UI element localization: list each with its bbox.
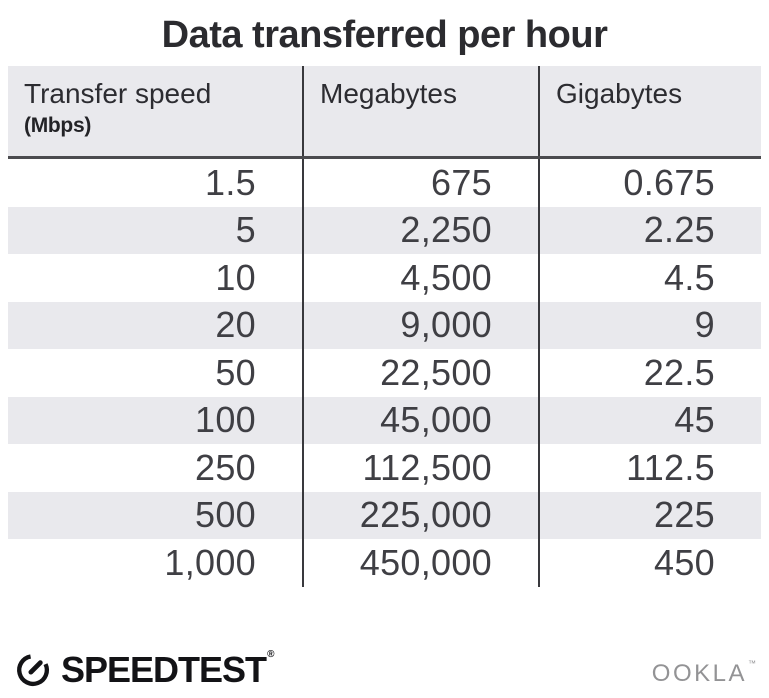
speedtest-gauge-icon [17,654,49,686]
table-row: 10 4,500 4.5 [8,254,761,302]
footer: SPEEDTEST® OOKLA™ [0,646,769,692]
cell-speed: 100 [195,399,256,441]
cell-speed: 20 [215,304,256,346]
ookla-wordmark-text: OOKLA [651,660,747,687]
ookla-logo: OOKLA™ [651,659,756,687]
table-row: 1,000 450,000 450 [8,539,761,587]
data-table: Transfer speed (Mbps) Megabytes Gigabyte… [8,66,761,587]
cell-speed: 1.5 [205,161,256,203]
cell-megabytes: 22,500 [302,349,538,397]
cell-megabytes: 112,500 [302,444,538,492]
page-title: Data transferred per hour [161,14,608,56]
table-row: 100 45,000 45 [8,396,761,444]
cell-speed: 250 [195,446,256,488]
table-row: 1.5 675 0.675 [8,159,761,207]
cell-megabytes: 2,250 [302,206,538,254]
speedtest-wordmark-text: SPEEDTEST [61,649,267,690]
cell-megabytes: 675 [302,159,538,207]
table-header-row: Transfer speed (Mbps) Megabytes Gigabyte… [8,66,761,159]
cell-gigabytes: 2.25 [538,206,761,254]
column-header-transfer-speed-unit: (Mbps) [24,114,92,138]
cell-speed: 5 [235,209,256,251]
column-header-transfer-speed-label: Transfer speed [24,78,212,109]
speedtest-logo: SPEEDTEST® [14,649,275,690]
cell-gigabytes: 0.675 [538,159,761,207]
cell-gigabytes: 4.5 [538,254,761,302]
cell-megabytes: 450,000 [302,539,538,587]
table-row: 20 9,000 9 [8,301,761,349]
speedtest-registered-mark: ® [267,649,274,660]
cell-gigabytes: 22.5 [538,349,761,397]
table-row: 50 22,500 22.5 [8,349,761,397]
cell-megabytes: 4,500 [302,254,538,302]
table-row: 500 225,000 225 [8,491,761,539]
cell-gigabytes: 225 [538,491,761,539]
cell-speed: 10 [215,256,256,298]
cell-gigabytes: 45 [538,396,761,444]
ookla-trademark-mark: ™ [748,659,756,668]
column-header-megabytes: Megabytes [302,66,538,156]
cell-speed: 500 [195,494,256,536]
table-row: 5 2,250 2.25 [8,206,761,254]
cell-speed: 1,000 [164,541,256,583]
column-header-gigabytes: Gigabytes [538,66,761,156]
cell-megabytes: 45,000 [302,396,538,444]
cell-speed: 50 [215,351,256,393]
table-row: 250 112,500 112.5 [8,444,761,492]
cell-gigabytes: 9 [538,301,761,349]
cell-gigabytes: 450 [538,539,761,587]
cell-megabytes: 9,000 [302,301,538,349]
cell-gigabytes: 112.5 [538,444,761,492]
table-body: 1.5 675 0.675 5 2,250 2.25 10 4,500 4.5 … [8,159,761,587]
speedtest-wordmark: SPEEDTEST® [61,649,275,690]
column-header-transfer-speed: Transfer speed (Mbps) [8,66,302,156]
cell-megabytes: 225,000 [302,491,538,539]
